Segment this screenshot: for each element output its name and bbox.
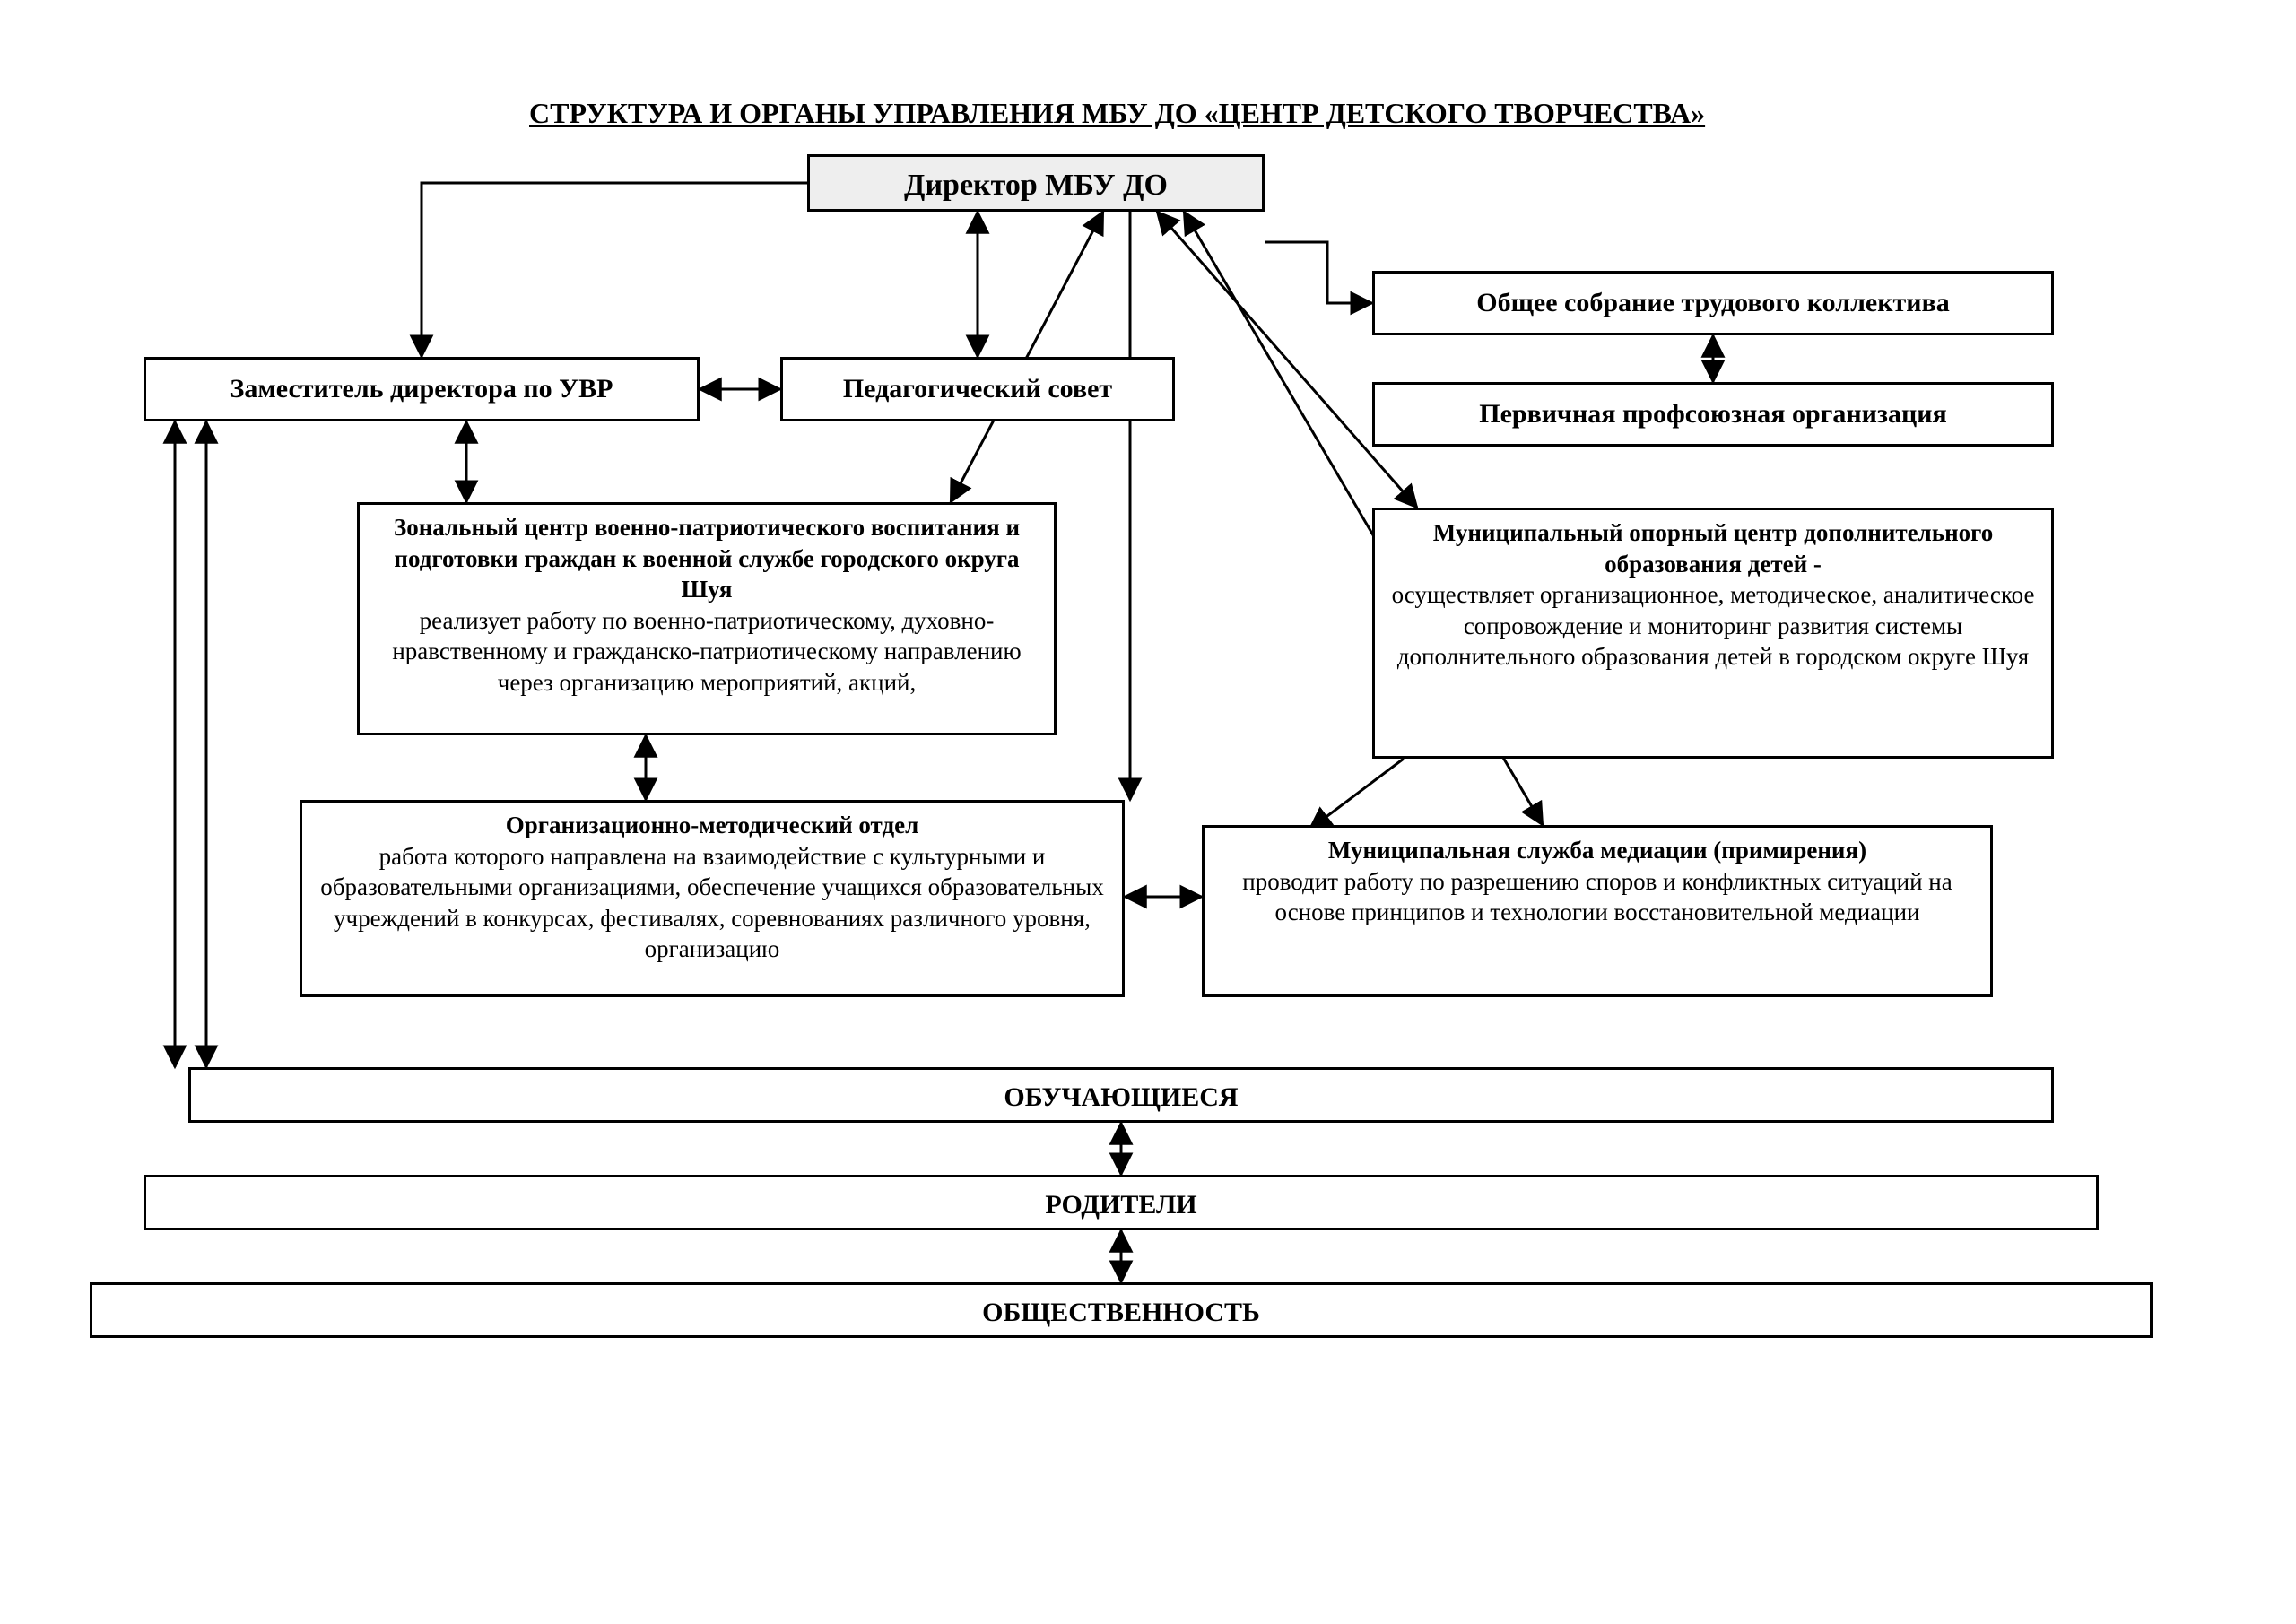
node-union-label: Первичная профсоюзная организация	[1479, 399, 1947, 429]
node-moc-body: осуществляет организационное, методическ…	[1387, 579, 2039, 673]
node-union: Первичная профсоюзная организация	[1372, 382, 2054, 447]
node-public: ОБЩЕСТВЕННОСТЬ	[90, 1282, 2152, 1338]
node-parents: РОДИТЕЛИ	[144, 1175, 2099, 1230]
node-deputy: Заместитель директора по УВР	[144, 357, 700, 421]
node-students-label: ОБУЧАЮЩИЕСЯ	[1004, 1082, 1238, 1112]
node-zonal-head: Зональный центр военно-патриотического в…	[372, 512, 1041, 605]
node-director: Директор МБУ ДО	[807, 154, 1265, 212]
node-assembly: Общее собрание трудового коллектива	[1372, 271, 2054, 335]
node-students: ОБУЧАЮЩИЕСЯ	[188, 1067, 2054, 1123]
node-orgmet-head: Организационно-методический отдел	[315, 810, 1109, 841]
node-director-label: Директор МБУ ДО	[904, 169, 1168, 202]
node-orgmet: Организационно-методический отдел работа…	[300, 800, 1125, 997]
node-assembly-label: Общее собрание трудового коллектива	[1476, 288, 1949, 317]
node-mediation: Муниципальная служба медиации (примирени…	[1202, 825, 1993, 997]
node-zonal: Зональный центр военно-патриотического в…	[357, 502, 1057, 735]
node-pedsovet: Педагогический совет	[780, 357, 1175, 421]
node-zonal-body: реализует работу по военно-патриотическо…	[372, 605, 1041, 699]
node-pedsovet-label: Педагогический совет	[843, 374, 1112, 404]
org-chart-canvas: СТРУКТУРА И ОРГАНЫ УПРАВЛЕНИЯ МБУ ДО «ЦЕ…	[0, 0, 2296, 1624]
node-mediation-head: Муниципальная служба медиации (примирени…	[1217, 835, 1978, 866]
node-deputy-label: Заместитель директора по УВР	[230, 374, 613, 404]
node-parents-label: РОДИТЕЛИ	[1045, 1190, 1196, 1220]
diagram-title: СТРУКТУРА И ОРГАНЫ УПРАВЛЕНИЯ МБУ ДО «ЦЕ…	[529, 97, 1705, 130]
node-public-label: ОБЩЕСТВЕННОСТЬ	[982, 1298, 1260, 1327]
node-moc: Муниципальный опорный центр дополнительн…	[1372, 508, 2054, 759]
node-orgmet-body: работа которого направлена на взаимодейс…	[315, 841, 1109, 965]
node-moc-head: Муниципальный опорный центр дополнительн…	[1387, 517, 2039, 579]
node-mediation-body: проводит работу по разрешению споров и к…	[1217, 866, 1978, 928]
